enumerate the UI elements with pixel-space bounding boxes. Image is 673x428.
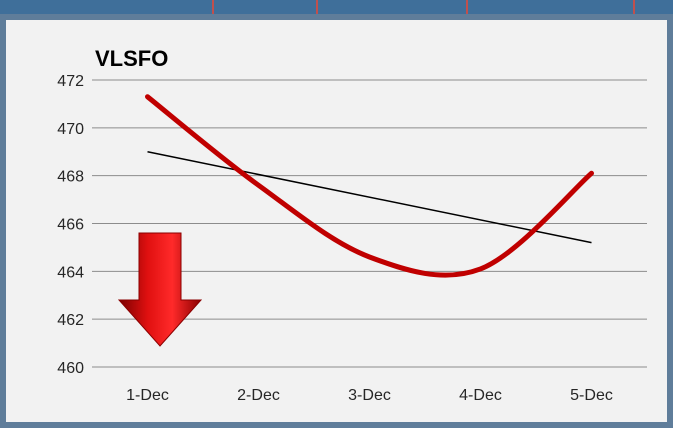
y-tick-label: 460 bbox=[57, 360, 84, 377]
strip-divider bbox=[466, 0, 468, 14]
series-line-vlsfo bbox=[145, 94, 594, 278]
y-tick-label: 464 bbox=[57, 264, 84, 281]
chart-frame bbox=[0, 14, 673, 428]
top-strip bbox=[0, 0, 673, 14]
x-axis-ticks: 1-Dec 2-Dec 3-Dec 4-Dec 5-Dec bbox=[126, 387, 613, 404]
x-tick-label: 3-Dec bbox=[348, 387, 391, 404]
x-tick-label: 1-Dec bbox=[126, 387, 169, 404]
x-tick-label: 5-Dec bbox=[570, 387, 613, 404]
y-tick-label: 462 bbox=[57, 312, 84, 329]
y-tick-label: 468 bbox=[57, 169, 84, 186]
strip-divider bbox=[212, 0, 214, 14]
red-down-arrow-icon bbox=[117, 232, 203, 347]
y-tick-label: 472 bbox=[57, 73, 84, 90]
strip-divider bbox=[316, 0, 318, 14]
series-layer bbox=[145, 94, 594, 278]
y-tick-label: 470 bbox=[57, 121, 84, 138]
x-tick-label: 4-Dec bbox=[459, 387, 502, 404]
y-axis-ticks: 460 462 464 466 468 470 472 bbox=[57, 73, 84, 377]
y-tick-label: 466 bbox=[57, 217, 84, 234]
x-tick-label: 2-Dec bbox=[237, 387, 280, 404]
chart-title: VLSFO bbox=[95, 46, 168, 71]
trendline bbox=[147, 151, 592, 244]
strip-divider bbox=[633, 0, 635, 14]
